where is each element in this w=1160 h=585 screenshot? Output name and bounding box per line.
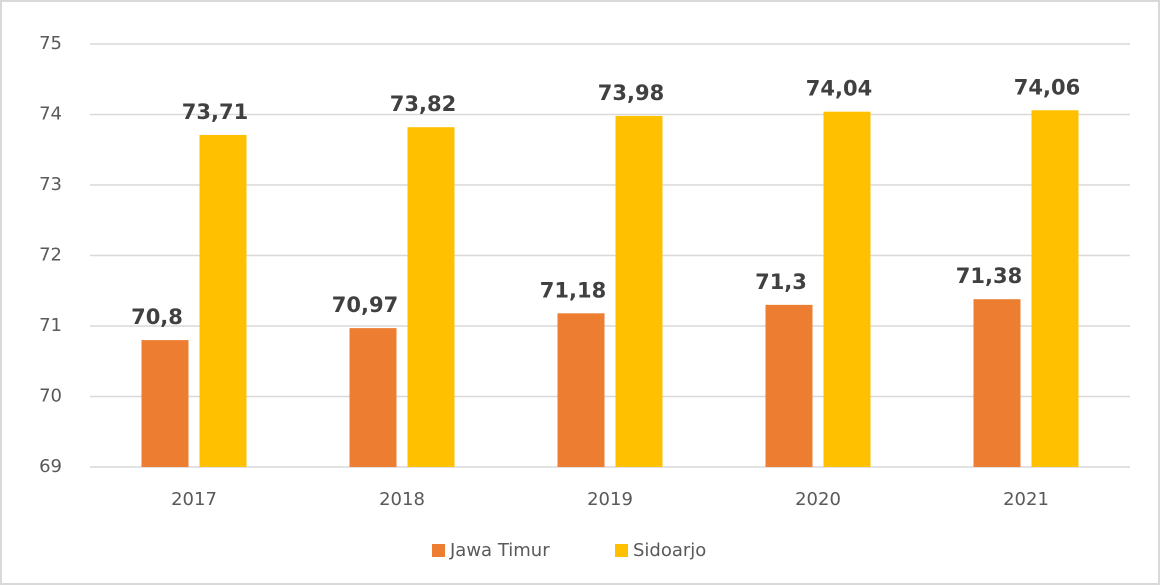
bar: [557, 313, 605, 467]
value-label: 74,06: [1014, 75, 1080, 99]
bar: [141, 340, 189, 467]
x-tick-label: 2018: [379, 489, 425, 510]
bar: [615, 115, 663, 467]
y-tick-label: 70: [39, 386, 62, 407]
y-tick-label: 71: [39, 315, 62, 336]
bar: [199, 134, 247, 467]
legend-label: Jawa Timur: [449, 540, 550, 561]
value-label: 71,38: [956, 264, 1022, 288]
bar: [1031, 110, 1079, 468]
bar: [765, 304, 813, 467]
x-tick-label: 2020: [795, 489, 841, 510]
y-tick-label: 73: [39, 174, 62, 195]
value-label: 71,3: [755, 270, 807, 294]
y-tick-label: 74: [39, 104, 62, 125]
x-tick-label: 2017: [171, 489, 217, 510]
value-label: 73,98: [598, 81, 664, 105]
bar: [407, 127, 455, 467]
value-label: 71,18: [540, 278, 606, 302]
bar: [973, 299, 1021, 467]
bar: [349, 328, 397, 467]
x-tick-label: 2021: [1003, 489, 1049, 510]
bar: [823, 111, 871, 468]
legend-label: Sidoarjo: [633, 540, 706, 561]
value-label: 70,8: [131, 305, 183, 329]
legend-swatch: [615, 544, 628, 557]
value-label: 73,71: [182, 100, 248, 124]
y-tick-label: 75: [39, 33, 62, 54]
legend-swatch: [432, 544, 445, 557]
x-tick-label: 2019: [587, 489, 633, 510]
value-label: 74,04: [806, 77, 872, 101]
y-tick-label: 69: [39, 456, 62, 477]
value-label: 73,82: [390, 92, 456, 116]
y-tick-label: 72: [39, 245, 62, 266]
value-label: 70,97: [332, 293, 398, 317]
